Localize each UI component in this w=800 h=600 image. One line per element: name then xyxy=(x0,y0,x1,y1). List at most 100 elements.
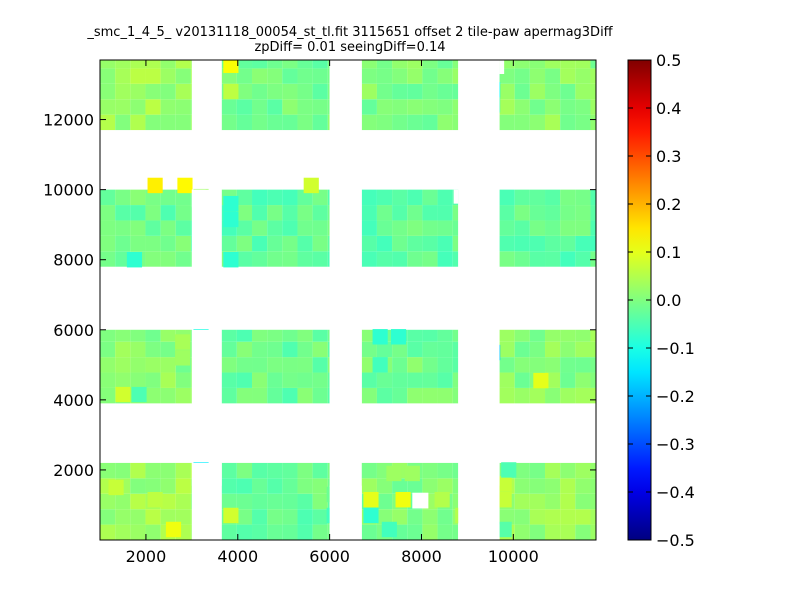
heatmap-cell xyxy=(575,189,591,206)
heatmap-cell xyxy=(514,205,530,221)
heatmap-cell xyxy=(499,220,515,236)
heatmap-cell xyxy=(376,493,393,510)
empty-cell xyxy=(453,189,459,204)
colorbar-tick-label: 0.2 xyxy=(656,195,681,214)
heatmap-cell xyxy=(236,387,253,404)
empty-cell xyxy=(191,329,222,404)
heatmap-cell xyxy=(190,251,192,267)
heatmap-cell xyxy=(376,99,393,115)
heatmap-cell xyxy=(145,462,161,479)
heatmap-cell xyxy=(514,114,530,131)
heatmap-cell xyxy=(437,114,453,131)
heatmap-cell xyxy=(545,83,561,100)
heatmap-cell xyxy=(236,372,253,388)
heatmap-cell xyxy=(175,387,191,404)
heatmap-cell xyxy=(282,329,298,342)
heatmap-cell xyxy=(145,387,161,404)
heatmap-cell xyxy=(529,220,546,236)
heatmap-cell xyxy=(223,507,239,524)
heatmap-cell xyxy=(361,341,377,358)
heatmap-cell xyxy=(560,493,576,510)
heatmap-cell xyxy=(100,387,116,404)
heatmap-cell xyxy=(312,235,328,252)
heatmap-cell xyxy=(267,220,283,236)
heatmap-cell xyxy=(560,372,576,388)
heatmap-cell xyxy=(312,478,328,494)
heatmap-cell xyxy=(190,493,192,510)
heatmap-cell xyxy=(147,492,163,508)
empty-cell xyxy=(412,492,429,509)
heatmap-cell xyxy=(190,329,192,342)
heatmap-cell xyxy=(376,83,393,100)
heatmap-cell xyxy=(361,235,377,252)
heatmap-cell xyxy=(100,235,116,252)
heatmap-cell xyxy=(560,83,576,100)
heatmap-cells xyxy=(100,60,596,540)
heatmap-cell xyxy=(499,372,515,388)
heatmap-cell xyxy=(115,357,131,373)
heatmap-cell xyxy=(223,195,239,212)
heatmap-cell xyxy=(575,60,591,69)
heatmap-cell xyxy=(575,68,591,84)
heatmap-cell xyxy=(372,329,388,345)
heatmap-cell xyxy=(575,372,591,388)
heatmap-cell xyxy=(407,341,423,358)
heatmap-cell xyxy=(221,114,237,131)
heatmap-cell xyxy=(560,524,576,540)
heatmap-cell xyxy=(282,357,298,373)
heatmap-cell xyxy=(545,478,561,494)
heatmap-cell xyxy=(422,114,438,131)
heatmap-cell xyxy=(252,99,268,115)
heatmap-cell xyxy=(145,60,161,69)
heatmap-cell xyxy=(529,329,546,342)
heatmap-cell xyxy=(282,372,298,388)
heatmap-cell xyxy=(590,235,596,252)
heatmap-cell xyxy=(312,524,328,540)
heatmap-cell xyxy=(545,509,561,525)
heatmap-cell xyxy=(407,220,423,236)
heatmap-cell xyxy=(327,341,330,358)
heatmap-cell xyxy=(297,189,313,206)
heatmap-cell xyxy=(590,99,596,115)
heatmap-cell xyxy=(434,492,450,508)
heatmap-cell xyxy=(392,99,408,115)
heatmap-cell xyxy=(545,387,561,404)
heatmap-cell xyxy=(452,387,459,404)
heatmap-cell xyxy=(361,60,377,69)
heatmap-cell xyxy=(499,205,515,221)
empty-cell xyxy=(458,462,500,540)
heatmap-cell xyxy=(160,114,176,131)
heatmap-cell xyxy=(437,68,453,84)
heatmap-cell xyxy=(575,387,591,404)
heatmap-cell xyxy=(422,189,438,206)
heatmap-cell xyxy=(407,99,423,115)
heatmap-cell xyxy=(452,99,459,115)
heatmap-cell xyxy=(437,524,453,540)
heatmap-cell xyxy=(437,329,453,342)
heatmap-cell xyxy=(327,524,330,540)
heatmap-cell xyxy=(130,60,146,69)
heatmap-cell xyxy=(361,478,377,494)
heatmap-cell xyxy=(145,357,161,373)
heatmap-cell xyxy=(386,465,402,482)
heatmap-cell xyxy=(575,251,591,267)
heatmap-cell xyxy=(327,251,330,267)
heatmap-cell xyxy=(499,357,515,373)
heatmap-cell xyxy=(327,235,330,252)
heatmap-cell xyxy=(190,189,192,206)
heatmap-cell xyxy=(282,524,298,540)
heatmap-cell xyxy=(327,99,330,115)
heatmap-cell xyxy=(422,220,438,236)
heatmap-cell xyxy=(407,189,423,206)
heatmap-cell xyxy=(407,372,423,388)
heatmap-cell xyxy=(514,60,530,69)
heatmap-cell xyxy=(437,387,453,404)
heatmap-cell xyxy=(407,114,423,131)
heatmap-cell xyxy=(437,99,453,115)
heatmap-cell xyxy=(160,509,176,525)
heatmap-cell xyxy=(437,372,453,388)
heatmap-cell xyxy=(514,251,530,267)
heatmap-cell xyxy=(100,251,116,267)
heatmap-cell xyxy=(267,235,283,252)
heatmap-cell xyxy=(252,251,268,267)
